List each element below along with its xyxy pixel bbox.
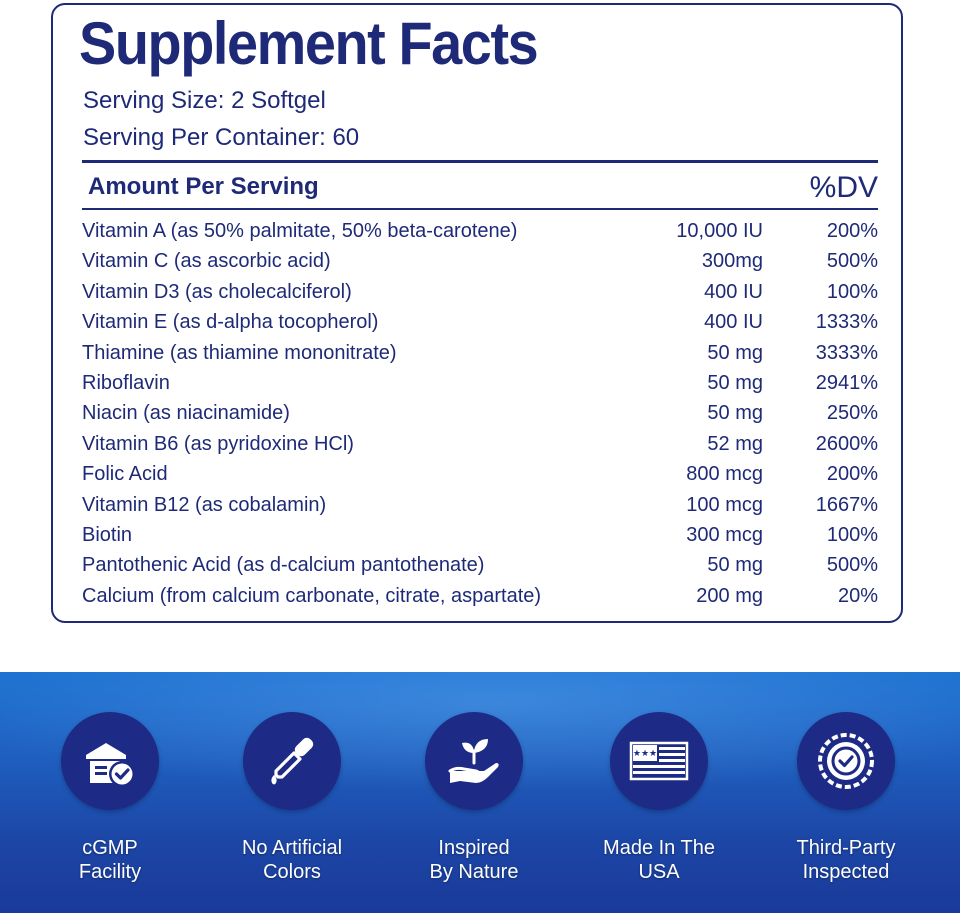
features-band: cGMP Facility No Artificial Colors <box>0 672 960 913</box>
badge-inspired-by-nature: Inspired By Nature <box>399 712 549 884</box>
nutrient-row: Vitamin A (as 50% palmitate, 50% beta-ca… <box>82 216 878 246</box>
nutrient-table: Vitamin A (as 50% palmitate, 50% beta-ca… <box>82 216 878 611</box>
nutrient-amount: 400 IU <box>704 280 763 303</box>
nutrient-row: Vitamin B6 (as pyridoxine HCl) 52 mg 260… <box>82 429 878 459</box>
nutrient-dv: 2600% <box>815 432 878 455</box>
badge-label-line2: Facility <box>78 861 142 883</box>
nutrient-name: Vitamin B6 (as pyridoxine HCl) <box>82 432 354 455</box>
badge-third-party-inspected: Third-Party Inspected <box>771 712 921 884</box>
nutrient-amount: 300mg <box>701 250 763 273</box>
nutrient-name: Vitamin E (as d-alpha tocopherol) <box>82 311 379 334</box>
nutrient-name: Niacin (as niacinamide) <box>82 402 290 425</box>
nutrient-name: Biotin <box>82 523 133 546</box>
nutrient-name: Vitamin A (as 50% palmitate, 50% beta-ca… <box>82 220 518 242</box>
nutrient-dv: 3333% <box>815 341 878 364</box>
daily-value-header: %DV <box>809 171 878 204</box>
badge-label-line2: Inspected <box>802 861 890 883</box>
nutrient-name: Pantothenic Acid (as d-calcium pantothen… <box>82 554 485 577</box>
inspected-seal-icon <box>797 712 895 810</box>
nutrient-amount: 50 mg <box>707 554 763 577</box>
nutrient-amount: 300 mcg <box>686 523 763 546</box>
nutrient-name: Folic Acid <box>82 463 168 486</box>
nutrient-row: Vitamin D3 (as cholecalciferol) 400 IU 1… <box>82 277 878 307</box>
serving-size: Serving Size: 2 Softgel <box>83 87 326 114</box>
header-divider <box>82 208 878 210</box>
nutrient-row: Vitamin E (as d-alpha tocopherol) 400 IU… <box>82 307 878 337</box>
plant-in-hand-icon <box>425 712 523 810</box>
amount-per-serving-header: Amount Per Serving <box>88 173 319 200</box>
nutrient-row: Folic Acid 800 mcg 200% <box>82 459 878 489</box>
nutrient-dv: 1333% <box>815 311 878 334</box>
nutrient-amount: 52 mg <box>707 432 763 455</box>
badge-label-line1: Inspired <box>438 837 510 859</box>
nutrient-row: Biotin 300 mcg 100% <box>82 520 878 550</box>
badge-made-in-usa: ★★★ Made In The USA <box>584 712 734 884</box>
nutrient-row: Vitamin C (as ascorbic acid) 300mg 500% <box>82 246 878 276</box>
nutrient-row: Vitamin B12 (as cobalamin) 100 mcg 1667% <box>82 490 878 520</box>
cgmp-facility-icon <box>61 712 159 810</box>
nutrient-amount: 200 mg <box>696 584 763 607</box>
badge-cgmp-facility: cGMP Facility <box>35 712 185 884</box>
servings-per-container: Serving Per Container: 60 <box>83 124 360 151</box>
nutrient-row: Riboflavin 50 mg 2941% <box>82 368 878 398</box>
nutrient-dv: 100% <box>826 280 878 303</box>
nutrient-name: Riboflavin <box>82 371 170 394</box>
badge-label-line2: Colors <box>263 861 321 883</box>
badge-label-line1: Made In The <box>603 837 715 859</box>
nutrient-name: Vitamin D3 (as cholecalciferol) <box>82 280 352 303</box>
top-divider <box>82 160 878 163</box>
badge-label-line2: By Nature <box>429 861 519 883</box>
usa-flag-icon: ★★★ <box>610 712 708 810</box>
svg-text:★★★: ★★★ <box>633 749 657 759</box>
nutrient-amount: 50 mg <box>707 371 763 394</box>
nutrient-name: Calcium (from calcium carbonate, citrate… <box>82 584 542 607</box>
nutrient-dv: 200% <box>826 463 878 486</box>
nutrient-dv: 250% <box>826 402 878 425</box>
nutrient-row: Niacin (as niacinamide) 50 mg 250% <box>82 398 878 428</box>
nutrient-name: Vitamin B12 (as cobalamin) <box>82 493 327 516</box>
nutrient-row: Pantothenic Acid (as d-calcium pantothen… <box>82 550 878 580</box>
badge-label-line1: Third-Party <box>796 837 896 859</box>
nutrient-dv: 1667% <box>815 493 878 516</box>
nutrient-amount: 100 mcg <box>686 493 763 516</box>
label-title: Supplement Facts <box>79 10 539 77</box>
badge-label-line1: No Artificial <box>241 837 343 859</box>
badge-label-line2: USA <box>638 861 680 883</box>
nutrient-name: Thiamine (as thiamine mononitrate) <box>82 341 397 364</box>
dropper-icon <box>243 712 341 810</box>
nutrient-row: Thiamine (as thiamine mononitrate) 50 mg… <box>82 338 878 368</box>
nutrient-dv: 500% <box>826 250 878 273</box>
badge-no-artificial-colors: No Artificial Colors <box>217 712 367 884</box>
badge-label-line1: cGMP <box>82 837 138 859</box>
nutrient-name: Vitamin C (as ascorbic acid) <box>82 250 331 273</box>
nutrient-amount: 10,000 IU <box>676 220 763 242</box>
nutrient-dv: 500% <box>826 554 878 577</box>
nutrient-row: Calcium (from calcium carbonate, citrate… <box>82 581 878 611</box>
nutrient-dv: 20% <box>837 584 878 607</box>
nutrient-dv: 200% <box>826 220 878 242</box>
supplement-facts-panel <box>51 3 903 623</box>
nutrient-amount: 50 mg <box>707 341 763 364</box>
nutrient-dv: 100% <box>826 523 878 546</box>
nutrient-amount: 400 IU <box>704 311 763 334</box>
nutrient-amount: 800 mcg <box>686 463 763 486</box>
nutrient-amount: 50 mg <box>707 402 763 425</box>
nutrient-dv: 2941% <box>815 371 878 394</box>
